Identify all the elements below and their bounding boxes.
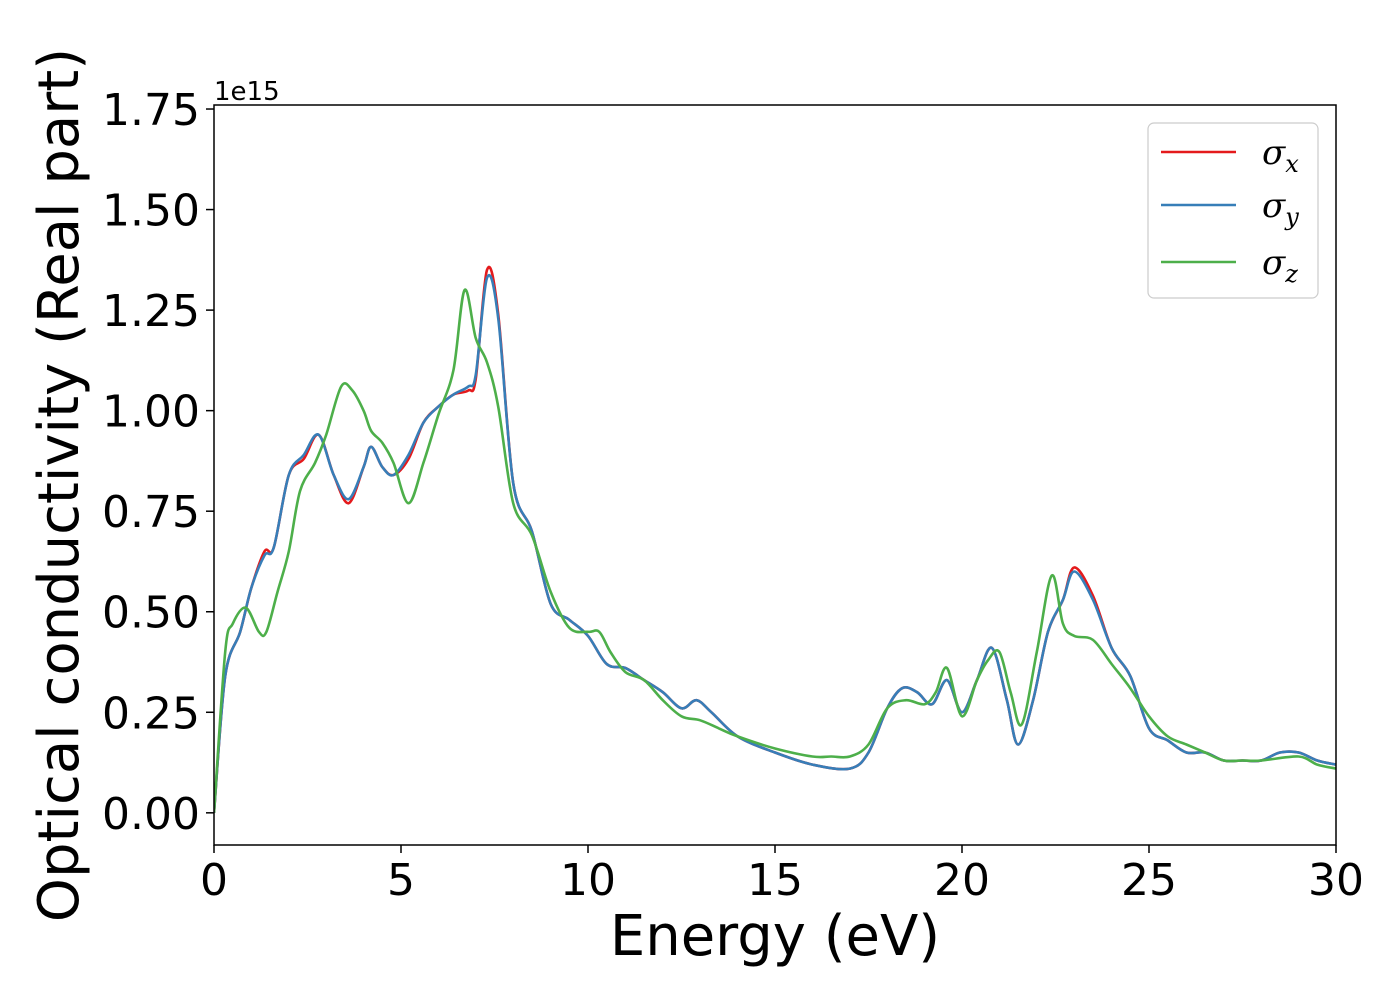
x-tick-label: 25: [1121, 855, 1177, 906]
legend-label-x: σx: [1262, 133, 1299, 178]
y-axis-label: Optical conductivity (Real part): [27, 48, 92, 922]
x-tick-label: 0: [200, 855, 228, 906]
y-tick-label: 1.00: [102, 387, 200, 438]
y-tick-label: 0.25: [102, 688, 200, 739]
y-tick-label: 1.50: [102, 186, 200, 237]
series-line-y: [214, 274, 1336, 813]
x-axis-label: Energy (eV): [610, 904, 940, 969]
legend-label-z: σz: [1262, 243, 1298, 288]
y-tick-label: 1.75: [102, 85, 200, 136]
x-tick-label: 15: [747, 855, 803, 906]
legend: σx σy σz: [1147, 122, 1319, 299]
y-tick-label: 0.75: [102, 487, 200, 538]
ticks: 0 5 10 15 20 25 30 0.00 0.25 0.50 0.75 1.00 1.25 1.50…: [102, 85, 1364, 906]
y-offset-label: 1e15: [214, 77, 280, 107]
x-tick-label: 30: [1308, 855, 1364, 906]
y-tick-label: 0.50: [102, 588, 200, 639]
legend-label-y: σy: [1262, 186, 1299, 231]
x-tick-label: 20: [934, 855, 990, 906]
y-tick-label: 1.25: [102, 286, 200, 337]
series-line-x: [214, 265, 1336, 813]
plot-area: [214, 265, 1336, 813]
series-line-z: [214, 288, 1336, 813]
x-tick-label: 10: [560, 855, 616, 906]
x-tick-label: 5: [387, 855, 415, 906]
y-tick-label: 0.00: [102, 789, 200, 840]
legend-box: [1147, 122, 1319, 299]
